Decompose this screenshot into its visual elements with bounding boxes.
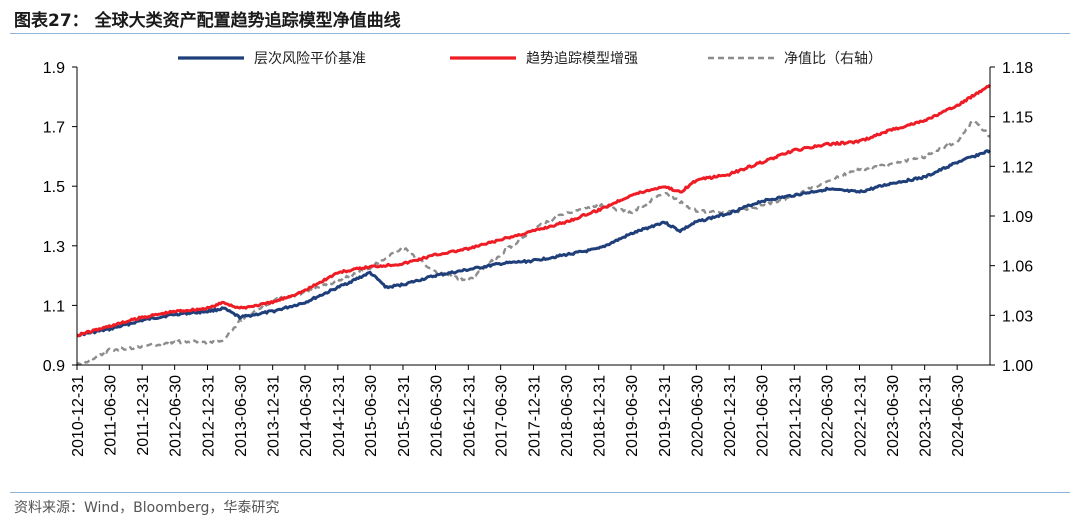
legend-label: 净值比（右轴） — [784, 51, 882, 67]
x-tick-label: 2023-12-31 — [918, 375, 935, 457]
x-tick-label: 2012-06-30 — [168, 375, 185, 457]
x-tick-label: 2023-06-30 — [885, 375, 902, 457]
y-left-tick-label: 1.5 — [43, 179, 65, 196]
source-note: 资料来源：Wind，Bloomberg，华泰研究 — [14, 500, 280, 516]
x-tick-label: 2011-12-31 — [135, 375, 152, 456]
x-tick-label: 2013-06-30 — [233, 375, 250, 457]
y-left-tick-label: 1.9 — [43, 60, 65, 77]
chart-title: 图表27： 全球大类资产配置趋势追踪模型净值曲线 — [14, 11, 401, 31]
y-right-tick-label: 1.00 — [1002, 358, 1033, 375]
y-right-tick-label: 1.03 — [1002, 308, 1033, 325]
y-right-tick-label: 1.18 — [1002, 60, 1033, 77]
series-ratio-line — [76, 119, 991, 366]
x-tick-label: 2021-12-31 — [787, 375, 804, 457]
series-enhanced-line — [76, 83, 992, 338]
y-right-tick-label: 1.12 — [1002, 159, 1033, 176]
x-tick-label: 2018-06-30 — [559, 375, 576, 457]
series-baseline-line — [76, 149, 992, 338]
x-tick-label: 2011-06-30 — [102, 375, 119, 456]
x-tick-label: 2022-12-31 — [852, 375, 869, 457]
x-tick-label: 2010-12-31 — [70, 375, 87, 457]
legend: 层次风险平价基准 趋势追踪模型增强 净值比（右轴） — [178, 50, 882, 67]
x-tick-label: 2012-12-31 — [201, 375, 218, 457]
y-left-tick-label: 1.3 — [43, 239, 65, 256]
series-layer — [76, 83, 992, 366]
x-tick-label: 2013-12-31 — [266, 375, 283, 457]
x-tick-label: 2019-06-30 — [624, 375, 641, 457]
top-rule — [10, 33, 1070, 34]
x-tick-label: 2016-06-30 — [428, 375, 445, 457]
x-tick-label: 2017-06-30 — [494, 375, 511, 457]
x-tick-label: 2019-12-31 — [657, 375, 674, 457]
y-right-tick-label: 1.15 — [1002, 110, 1033, 127]
x-tick-label: 2014-06-30 — [298, 375, 315, 457]
y-left-tick-label: 1.1 — [43, 298, 65, 315]
y-right-tick-label: 1.06 — [1002, 259, 1033, 276]
y-right-tick-label: 1.09 — [1002, 209, 1033, 226]
x-tick-label: 2015-06-30 — [363, 375, 380, 457]
x-tick-label: 2014-12-31 — [331, 375, 348, 457]
x-tick-label: 2020-06-30 — [689, 375, 706, 457]
x-tick-label: 2020-12-31 — [722, 375, 739, 457]
x-tick-label: 2016-12-31 — [461, 375, 478, 457]
bottom-rule — [10, 492, 1070, 493]
x-tick-label: 2022-06-30 — [820, 375, 837, 457]
x-tick-label: 2015-12-31 — [396, 375, 413, 457]
x-tick-label: 2021-06-30 — [754, 375, 771, 457]
y-left-tick-label: 0.9 — [43, 358, 65, 375]
x-tick-label: 2024-06-30 — [950, 375, 967, 457]
axes-layer: 0.9 1.1 1.3 1.5 1.7 1.9 1.00 1.03 1.06 1.09 1.12 1.… — [43, 60, 1033, 457]
x-tick-label: 2018-12-31 — [592, 375, 609, 457]
legend-label: 层次风险平价基准 — [254, 50, 366, 67]
y-left-tick-label: 1.7 — [43, 120, 65, 137]
x-tick-label: 2017-12-31 — [527, 375, 544, 457]
legend-label: 趋势追踪模型增强 — [526, 51, 638, 67]
